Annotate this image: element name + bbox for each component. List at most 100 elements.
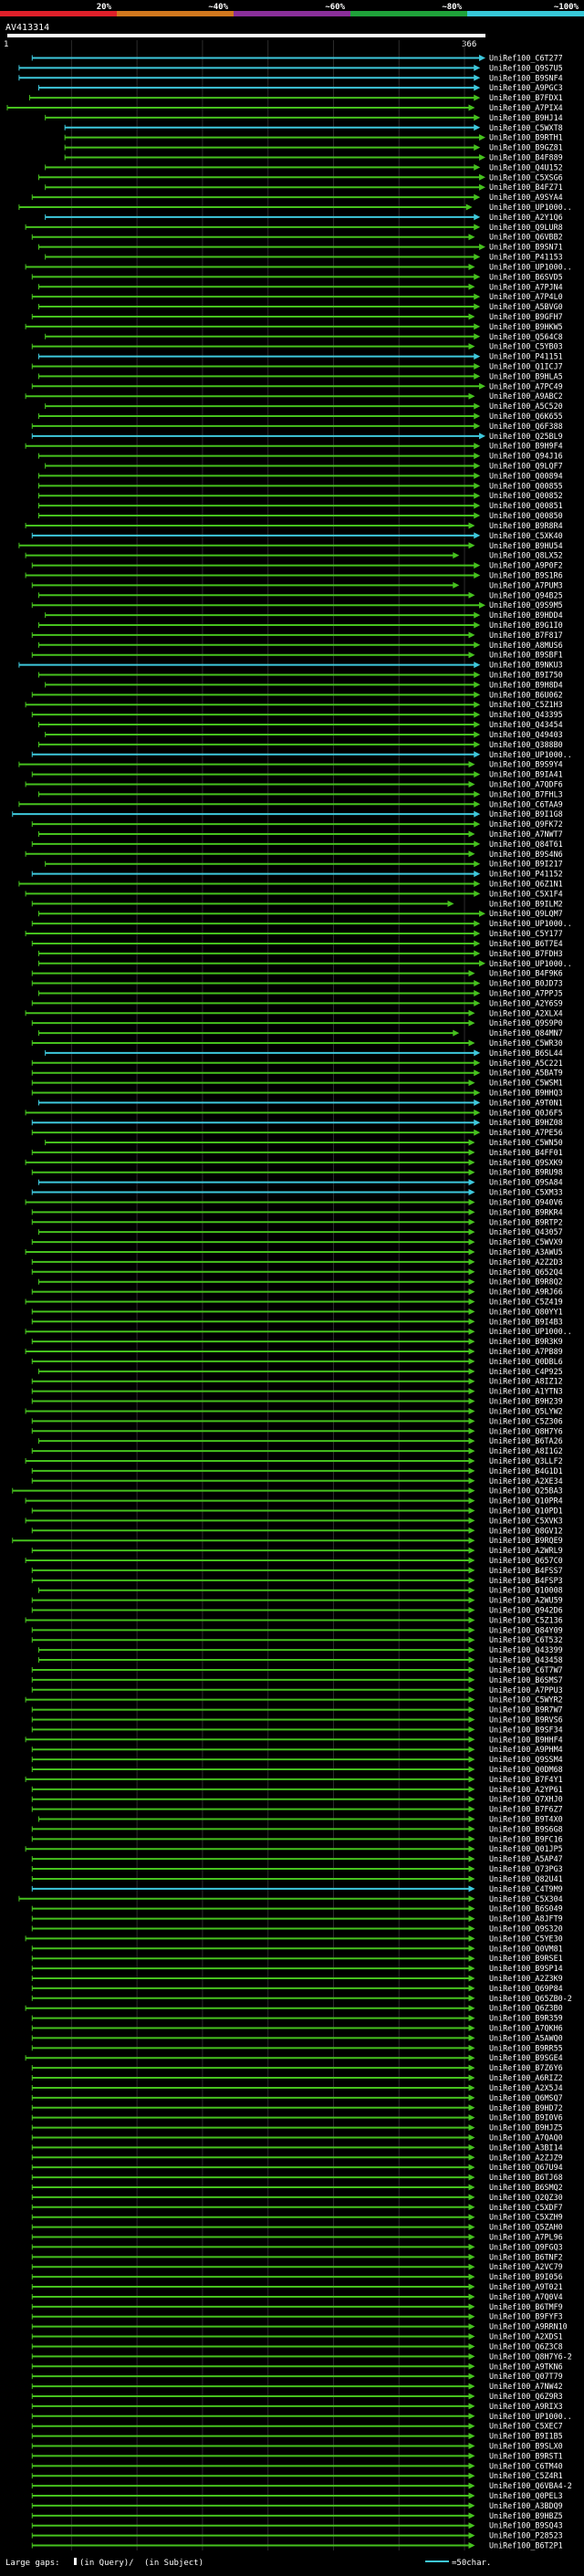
hit-label[interactable]: UniRef100_A9P0F2	[489, 561, 563, 570]
hit-label[interactable]: UniRef100_Q6MSQ7	[489, 2093, 563, 2102]
hit-label[interactable]: UniRef100_B6TMF9	[489, 2302, 563, 2311]
hit-label[interactable]: UniRef100_B9SNF4	[489, 73, 563, 82]
hit-label[interactable]: UniRef100_Q9SSM4	[489, 1755, 563, 1764]
hit-label[interactable]: UniRef100_UP1000..	[489, 2412, 572, 2421]
hit-label[interactable]: UniRef100_B6SMS7	[489, 1675, 563, 1684]
hit-label[interactable]: UniRef100_A3BDQ9	[489, 2501, 563, 2510]
hit-label[interactable]: UniRef100_B7F4Y1	[489, 1775, 563, 1784]
hit-label[interactable]: UniRef100_C6T277	[489, 53, 563, 62]
hit-label[interactable]: UniRef100_B6TNF2	[489, 2252, 563, 2261]
hit-label[interactable]: UniRef100_P41152	[489, 870, 563, 879]
hit-label[interactable]: UniRef100_B9SLX0	[489, 2442, 563, 2451]
hit-label[interactable]: UniRef100_B9T4X0	[489, 1815, 563, 1824]
hit-label[interactable]: UniRef100_B4F9K6	[489, 969, 563, 978]
hit-label[interactable]: UniRef100_Q6K655	[489, 412, 563, 421]
hit-label[interactable]: UniRef100_UP1000..	[489, 959, 572, 968]
hit-label[interactable]: UniRef100_Q43454	[489, 720, 563, 729]
hit-label[interactable]: UniRef100_Q9LQF7	[489, 462, 563, 471]
hit-label[interactable]: UniRef100_B9H9F4	[489, 442, 563, 451]
hit-label[interactable]: UniRef100_B9NKU3	[489, 661, 563, 670]
hit-label[interactable]: UniRef100_B4FZ71	[489, 183, 563, 192]
hit-label[interactable]: UniRef100_A2XE34	[489, 1476, 563, 1486]
hit-label[interactable]: UniRef100_B6U062	[489, 690, 563, 699]
hit-label[interactable]: UniRef100_C5WXT8	[489, 123, 563, 132]
hit-label[interactable]: UniRef100_A7PC49	[489, 381, 563, 391]
hit-label[interactable]: UniRef100_Q0DBL6	[489, 1357, 563, 1366]
hit-label[interactable]: UniRef100_C6T532	[489, 1635, 563, 1644]
hit-label[interactable]: UniRef100_B9HU54	[489, 541, 563, 550]
hit-label[interactable]: UniRef100_C5Y177	[489, 929, 563, 938]
hit-label[interactable]: UniRef100_B9R7W7	[489, 1705, 563, 1715]
hit-label[interactable]: UniRef100_B9I1G8	[489, 809, 563, 819]
hit-label[interactable]: UniRef100_Q84MN7	[489, 1028, 563, 1038]
hit-label[interactable]: UniRef100_B9RKR4	[489, 1207, 563, 1216]
hit-label[interactable]: UniRef100_A7PB89	[489, 1347, 563, 1356]
hit-label[interactable]: UniRef100_C5XVK3	[489, 1516, 563, 1525]
hit-label[interactable]: UniRef100_C5YB03	[489, 342, 563, 351]
hit-label[interactable]: UniRef100_C5X304	[489, 1894, 563, 1903]
hit-label[interactable]: UniRef100_B9SP14	[489, 1964, 563, 1973]
hit-label[interactable]: UniRef100_Q6F388	[489, 422, 563, 431]
hit-label[interactable]: UniRef100_Q9SXK9	[489, 1158, 563, 1167]
hit-label[interactable]: UniRef100_B9GZ81	[489, 143, 563, 152]
hit-label[interactable]: UniRef100_UP1000..	[489, 750, 572, 759]
hit-label[interactable]: UniRef100_Q9S7U5	[489, 63, 563, 72]
hit-label[interactable]: UniRef100_A2WRL9	[489, 1546, 563, 1555]
hit-label[interactable]: UniRef100_C5XM33	[489, 1188, 563, 1197]
hit-label[interactable]: UniRef100_A8MUS6	[489, 641, 563, 650]
hit-label[interactable]: UniRef100_Q940V6	[489, 1197, 563, 1206]
hit-label[interactable]: UniRef100_P41153	[489, 253, 563, 262]
hit-label[interactable]: UniRef100_B9R3K9	[489, 1337, 563, 1346]
hit-label[interactable]: UniRef100_B4FSS7	[489, 1566, 563, 1575]
hit-label[interactable]: UniRef100_A7PJN4	[489, 282, 563, 291]
hit-label[interactable]: UniRef100_B9ILM2	[489, 899, 563, 908]
hit-label[interactable]: UniRef100_A9TKN6	[489, 2362, 563, 2371]
hit-label[interactable]: UniRef100_B9IA41	[489, 770, 563, 779]
hit-label[interactable]: UniRef100_A7NW42	[489, 2382, 563, 2391]
hit-label[interactable]: UniRef100_A2YP61	[489, 1785, 563, 1794]
hit-label[interactable]: UniRef100_B7F6Z7	[489, 1805, 563, 1814]
hit-label[interactable]: UniRef100_A2XDS1	[489, 2332, 563, 2341]
hit-label[interactable]: UniRef100_A9SYA4	[489, 193, 563, 202]
hit-label[interactable]: UniRef100_Q0VM81	[489, 1944, 563, 1953]
hit-label[interactable]: UniRef100_Q43395	[489, 710, 563, 719]
hit-label[interactable]: UniRef100_C5Z1H3	[489, 700, 563, 709]
hit-label[interactable]: UniRef100_C6T7W7	[489, 1665, 563, 1674]
hit-label[interactable]: UniRef100_Q10PD1	[489, 1506, 563, 1515]
hit-label[interactable]: UniRef100_A6RIZ2	[489, 2073, 563, 2082]
hit-label[interactable]: UniRef100_Q01JP5	[489, 1844, 563, 1853]
hit-label[interactable]: UniRef100_Q8H7Y6	[489, 1426, 563, 1435]
hit-label[interactable]: UniRef100_Q65ZB0-2	[489, 1994, 572, 2003]
hit-label[interactable]: UniRef100_A7PPU3	[489, 1685, 563, 1695]
hit-label[interactable]: UniRef100_B9I750	[489, 671, 563, 680]
hit-label[interactable]: UniRef100_C5WR30	[489, 1038, 563, 1048]
hit-label[interactable]: UniRef100_B6S049	[489, 1904, 563, 1914]
hit-label[interactable]: UniRef100_A9PHM4	[489, 1745, 563, 1754]
hit-label[interactable]: UniRef100_C5XDF7	[489, 2203, 563, 2212]
hit-label[interactable]: UniRef100_Q1ICJ7	[489, 361, 563, 370]
hit-label[interactable]: UniRef100_UP1000..	[489, 1327, 572, 1336]
hit-label[interactable]: UniRef100_A5C520	[489, 402, 563, 411]
hit-label[interactable]: UniRef100_B9HD72	[489, 2103, 563, 2112]
hit-label[interactable]: UniRef100_Q3LLF2	[489, 1456, 563, 1465]
hit-label[interactable]: UniRef100_Q9LQM7	[489, 909, 563, 918]
hit-label[interactable]: UniRef100_B9RTH1	[489, 133, 563, 142]
hit-label[interactable]: UniRef100_Q6Z3C8	[489, 2341, 563, 2351]
hit-label[interactable]: UniRef100_Q43399	[489, 1645, 563, 1654]
hit-label[interactable]: UniRef100_B9S6G8	[489, 1824, 563, 1833]
hit-label[interactable]: UniRef100_B9HHF4	[489, 1735, 563, 1744]
hit-label[interactable]: UniRef100_B9G1I0	[489, 621, 563, 630]
hit-label[interactable]: UniRef100_B9SGE4	[489, 2053, 563, 2062]
hit-label[interactable]: UniRef100_Q00851	[489, 501, 563, 510]
hit-label[interactable]: UniRef100_B9R359	[489, 2014, 563, 2023]
hit-label[interactable]: UniRef100_Q94B25	[489, 590, 563, 600]
hit-label[interactable]: UniRef100_Q652Q4	[489, 1267, 563, 1277]
hit-label[interactable]: UniRef100_A2Y6S9	[489, 998, 563, 1007]
hit-label[interactable]: UniRef100_Q5LYW2	[489, 1406, 563, 1415]
hit-label[interactable]: UniRef100_B9I0V6	[489, 2113, 563, 2122]
hit-label[interactable]: UniRef100_A7PUM3	[489, 580, 563, 589]
hit-label[interactable]: UniRef100_A8IZ12	[489, 1377, 563, 1386]
hit-label[interactable]: UniRef100_B9RVS6	[489, 1715, 563, 1724]
hit-label[interactable]: UniRef100_A3BI14	[489, 2143, 563, 2152]
hit-label[interactable]: UniRef100_Q00855	[489, 481, 563, 490]
